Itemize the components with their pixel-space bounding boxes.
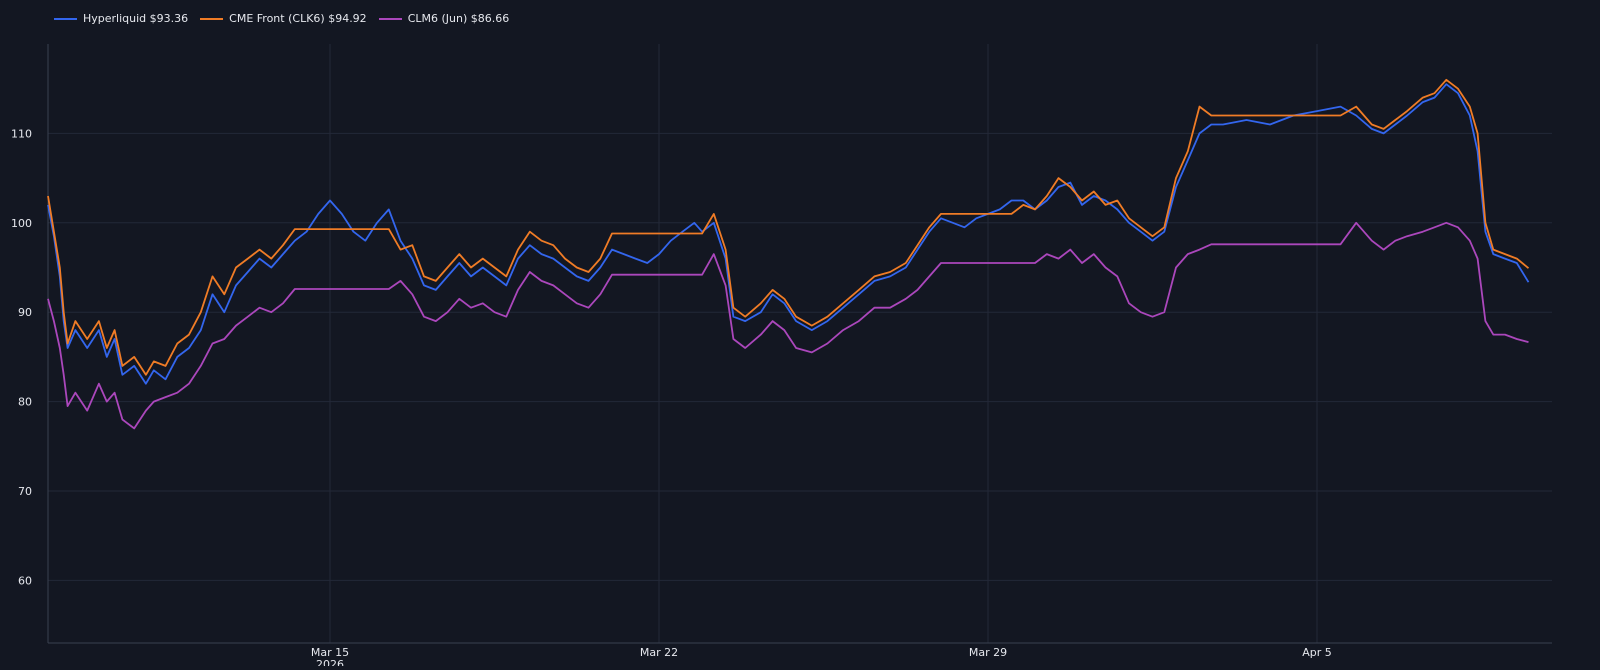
legend-label-clm6: CLM6 (Jun) $86.66 xyxy=(407,12,510,25)
series-line-2 xyxy=(47,221,1529,430)
legend-swatch-clm6 xyxy=(378,17,402,20)
y-tick-label: 70 xyxy=(18,485,32,498)
legend-item-hyperliquid[interactable]: Hyperliquid $93.36 xyxy=(54,12,188,25)
x-tick-label: Apr 5 xyxy=(1302,646,1332,659)
series-line-0 xyxy=(47,83,1530,385)
legend-label-cme-front: CME Front (CLK6) $94.92 xyxy=(229,12,367,25)
y-tick-label: 110 xyxy=(11,127,32,140)
y-tick-label: 60 xyxy=(18,574,32,587)
legend-item-cme-front[interactable]: CME Front (CLK6) $94.92 xyxy=(200,12,367,25)
x-tick-label: Mar 22 xyxy=(640,646,678,659)
y-tick-label: 80 xyxy=(18,396,32,409)
legend-label-hyperliquid: Hyperliquid $93.36 xyxy=(83,12,189,25)
series-line-1 xyxy=(47,78,1530,376)
series-layer xyxy=(47,78,1530,430)
x-tick-label: Mar 15 xyxy=(311,646,349,659)
legend: Hyperliquid $93.36 CME Front (CLK6) $94.… xyxy=(54,12,509,25)
legend-item-clm6[interactable]: CLM6 (Jun) $86.66 xyxy=(378,12,510,25)
x-tick-label: Mar 29 xyxy=(969,646,1007,659)
x-tick-sublabel: 2026 xyxy=(316,658,344,666)
legend-swatch-cme-front xyxy=(200,17,224,20)
grid-layer xyxy=(48,44,1552,643)
y-tick-label: 90 xyxy=(18,306,32,319)
legend-swatch-hyperliquid xyxy=(54,17,77,20)
y-tick-label: 100 xyxy=(11,217,32,230)
